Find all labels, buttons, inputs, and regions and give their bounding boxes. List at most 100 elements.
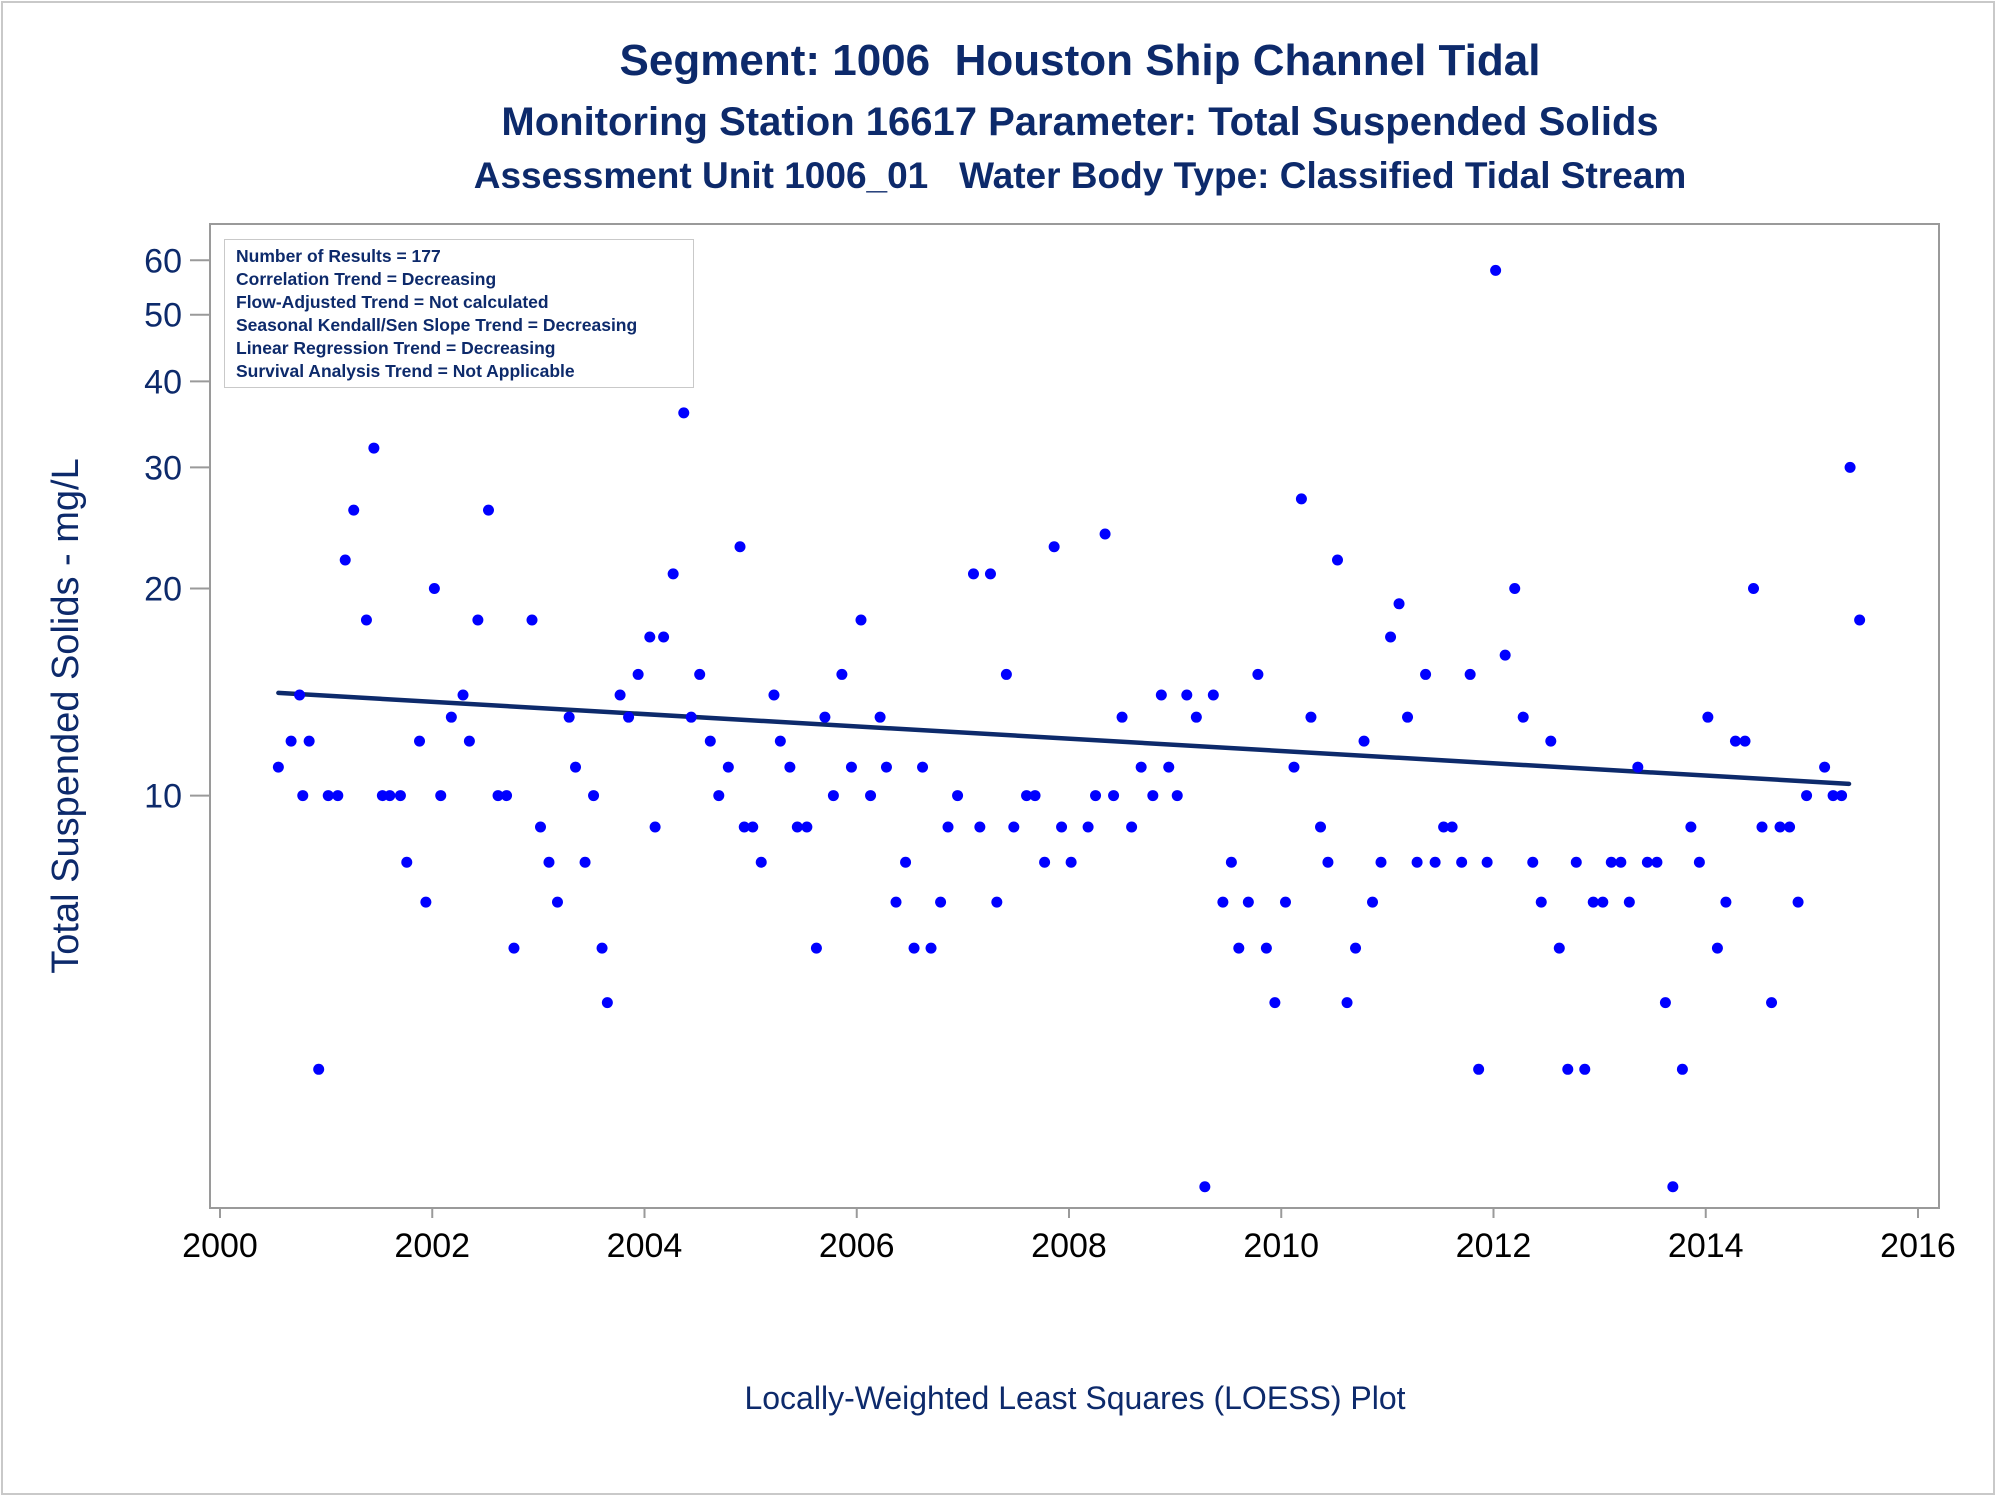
data-point [1641,856,1653,868]
data-point [685,711,697,723]
data-point [1819,761,1831,773]
data-point [563,711,575,723]
data-point [1579,1063,1591,1075]
data-point [1190,711,1202,723]
data-point [1065,856,1077,868]
data-point [890,896,902,908]
data-point [601,997,613,1009]
data-point [272,761,284,773]
data-point [457,689,469,701]
data-point [1553,942,1565,954]
data-point [819,711,831,723]
data-point [360,614,372,626]
x-tick-label: 2014 [1668,1227,1744,1265]
data-point [974,821,986,833]
data-point [935,896,947,908]
data-point [1446,821,1458,833]
data-point [384,790,396,802]
data-point [1082,821,1094,833]
data-point [1331,554,1343,566]
data-point [1116,711,1128,723]
data-point [1509,582,1521,594]
data-point [1385,631,1397,643]
plot-footnote: Locally-Weighted Least Squares (LOESS) P… [744,1380,1406,1416]
data-point [991,896,1003,908]
data-point [967,568,979,580]
y-tick-label: 20 [144,570,182,608]
data-point [579,856,591,868]
data-point [925,942,937,954]
data-point [501,790,513,802]
data-point [791,821,803,833]
trend-summary-box: Number of Results = 177 Correlation Tren… [224,239,694,388]
data-point [570,761,582,773]
data-point [1464,668,1476,680]
data-point [623,711,635,723]
data-point [1090,790,1102,802]
data-point [1242,896,1254,908]
data-point [463,735,475,747]
data-point [1322,856,1334,868]
data-point [1827,790,1839,802]
data-point [1029,790,1041,802]
y-tick-label: 10 [144,778,182,816]
data-point [1305,711,1317,723]
data-point [1056,821,1068,833]
data-point [1729,735,1741,747]
plot-area-border [209,223,1940,1209]
data-point [1233,942,1245,954]
data-point [1766,997,1778,1009]
data-point [1295,493,1307,505]
data-point [1108,790,1120,802]
data-point [810,942,822,954]
data-point [1517,711,1529,723]
data-point [738,821,750,833]
data-point [734,541,746,553]
data-point [1651,856,1663,868]
data-point [1411,856,1423,868]
data-point [1473,1063,1485,1075]
data-point [1350,942,1362,954]
stat-seasonal-kendall-trend: Seasonal Kendall/Sen Slope Trend = Decre… [236,315,638,335]
data-point [908,942,920,954]
data-point [1039,856,1051,868]
data-point [1597,896,1609,908]
data-point [1367,896,1379,908]
data-point [303,735,315,747]
data-point [836,668,848,680]
data-point [722,761,734,773]
data-point [1155,689,1167,701]
x-tick-label: 2008 [1031,1227,1107,1265]
data-point [1260,942,1272,954]
data-point [394,790,406,802]
data-point [694,668,706,680]
data-point [1358,735,1370,747]
x-tick-label: 2012 [1456,1227,1532,1265]
data-point [368,442,380,454]
chart-title: Segment: 1006 Houston Ship Channel Tidal [619,36,1541,85]
data-point [1181,689,1193,701]
data-point [1685,821,1697,833]
data-point [1393,598,1405,610]
data-point [747,821,759,833]
data-point [644,631,656,643]
data-point [704,735,716,747]
y-tick-label: 40 [144,363,182,401]
data-point [784,761,796,773]
data-point [332,790,344,802]
data-point [297,790,309,802]
data-point [1774,821,1786,833]
data-point [1545,735,1557,747]
data-point [1225,856,1237,868]
data-point [678,407,690,419]
data-point [1375,856,1387,868]
stat-linear-regression-trend: Linear Regression Trend = Decreasing [236,338,556,358]
data-point [1199,1181,1211,1193]
x-tick-label: 2006 [819,1227,895,1265]
stat-survival-analysis-trend: Survival Analysis Trend = Not Applicable [236,361,575,381]
data-point [1562,1063,1574,1075]
data-point [1801,790,1813,802]
data-point [942,821,954,833]
y-axis-label: Total Suspended Solids - mg/L [45,458,87,973]
